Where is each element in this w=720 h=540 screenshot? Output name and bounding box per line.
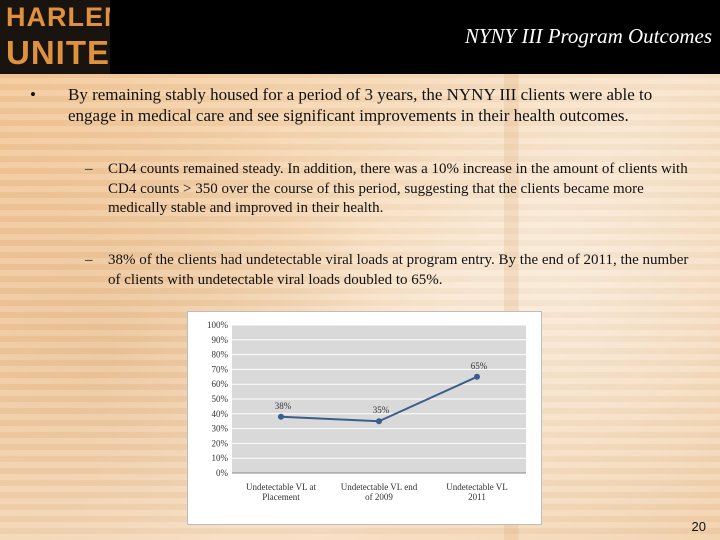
data-point bbox=[278, 413, 284, 420]
harlem-united-logo: HARLEM UNITED bbox=[0, 0, 110, 74]
y-tick-label: 80% bbox=[212, 350, 229, 360]
y-tick-label: 90% bbox=[212, 335, 229, 345]
y-tick-label: 70% bbox=[212, 364, 229, 374]
sub-bullet-text: CD4 counts remained steady. In addition,… bbox=[108, 161, 688, 216]
y-tick-label: 30% bbox=[212, 424, 229, 434]
x-tick-label-line: Undetectable VL end bbox=[341, 482, 418, 492]
x-tick-label-line: Undetectable VL bbox=[446, 482, 508, 492]
sub-bullet-cd4: – CD4 counts remained steady. In additio… bbox=[85, 160, 695, 219]
y-tick-label: 20% bbox=[212, 438, 229, 448]
data-label: 35% bbox=[373, 405, 390, 415]
y-tick-label: 0% bbox=[216, 468, 229, 478]
y-tick-label: 40% bbox=[212, 409, 229, 419]
sub-bullet-viral-load: – 38% of the clients had undetectable vi… bbox=[85, 251, 695, 290]
x-tick-label-line: 2011 bbox=[468, 492, 486, 502]
data-point bbox=[376, 418, 382, 425]
x-tick-label: Undetectable VL end of 2009 bbox=[341, 482, 418, 502]
slide-title: NYNY III Program Outcomes bbox=[464, 24, 712, 48]
chart-svg: 0% 10% 20% 30% 40% 50% 60% 70% 80% 90% 100% Undetec… bbox=[207, 320, 526, 502]
x-tick-label-line: Undetectable VL at bbox=[246, 482, 316, 492]
logo-line-2: UNITED bbox=[6, 34, 110, 71]
page-number: 20 bbox=[691, 519, 706, 534]
main-bullet-text: By remaining stably housed for a period … bbox=[68, 85, 653, 125]
data-point bbox=[474, 373, 480, 380]
x-tick-label-line: Placement bbox=[262, 492, 300, 502]
sub-bullet-text: 38% of the clients had undetectable vira… bbox=[108, 252, 689, 288]
dash-symbol: – bbox=[85, 161, 93, 177]
dash-symbol: – bbox=[85, 252, 93, 268]
x-tick-label: Undetectable VL 2011 bbox=[446, 482, 508, 502]
data-label: 65% bbox=[471, 361, 488, 371]
y-tick-label: 60% bbox=[212, 379, 229, 389]
logo-line-1: HARLEM bbox=[6, 2, 110, 32]
viral-load-chart: 0% 10% 20% 30% 40% 50% 60% 70% 80% 90% 100% Undetec… bbox=[187, 311, 542, 525]
main-bullet: • By remaining stably housed for a perio… bbox=[30, 84, 670, 126]
bullet-symbol: • bbox=[30, 85, 36, 104]
y-tick-label: 100% bbox=[207, 320, 229, 330]
x-tick-label: Undetectable VL at Placement bbox=[246, 482, 316, 502]
y-tick-label: 50% bbox=[212, 394, 229, 404]
y-tick-label: 10% bbox=[212, 453, 229, 463]
header-bar: HARLEM UNITED NYNY III Program Outcomes bbox=[0, 0, 720, 74]
data-label: 38% bbox=[275, 401, 292, 411]
x-tick-label-line: of 2009 bbox=[365, 492, 393, 502]
